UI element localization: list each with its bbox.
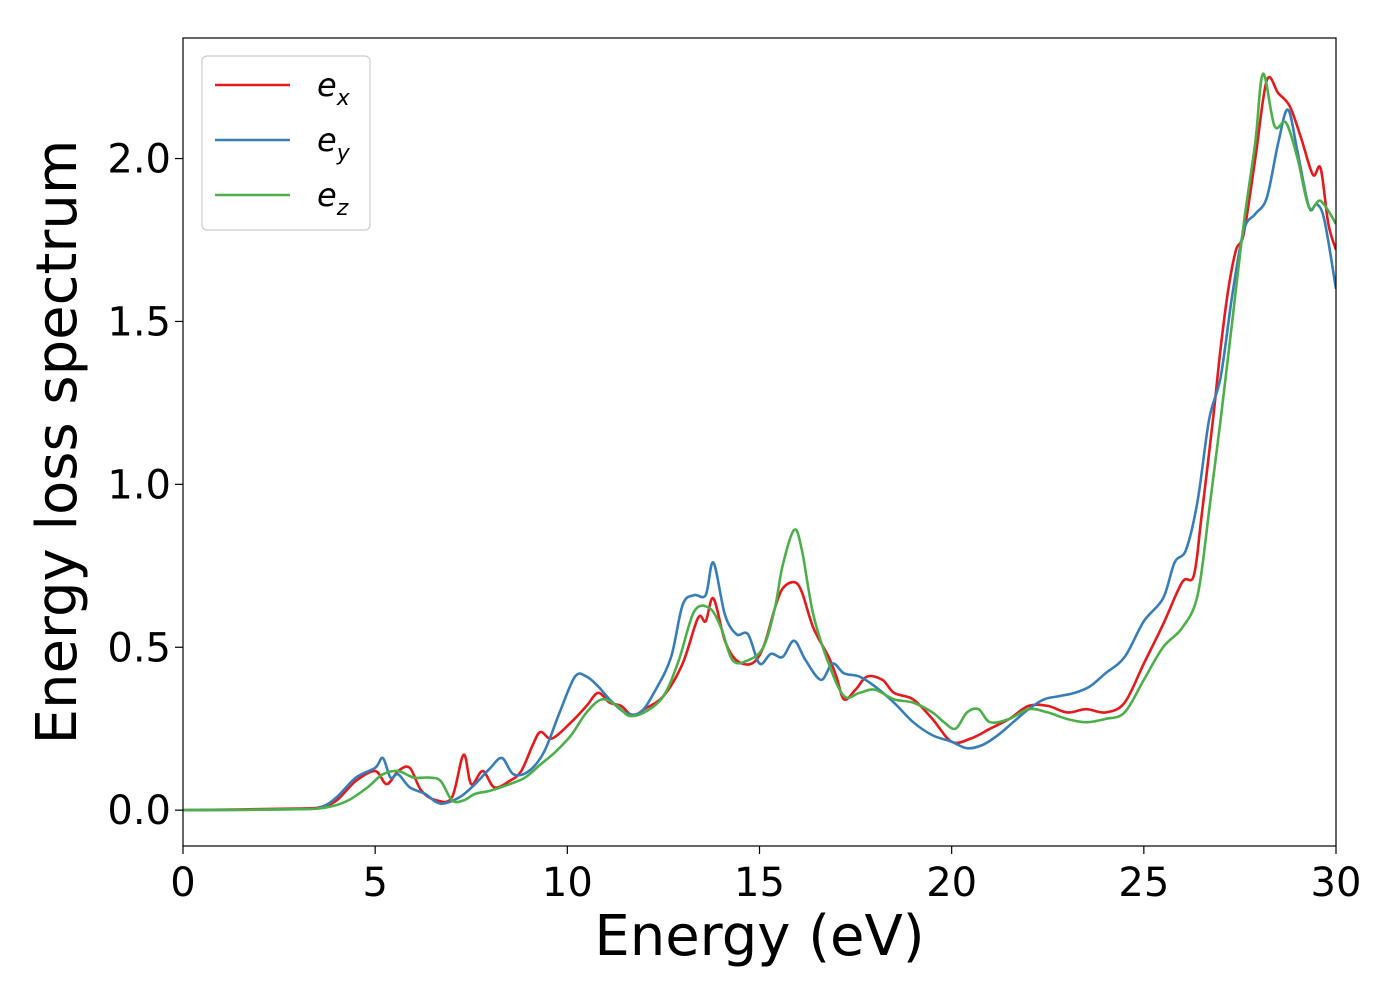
x-tick-label: 30 — [1311, 860, 1362, 906]
plot-area — [183, 38, 1336, 846]
x-tick-label: 15 — [734, 860, 785, 906]
y-tick-label: 1.0 — [107, 462, 171, 508]
x-axis-title: Energy (eV) — [594, 904, 924, 969]
x-tick-label: 20 — [926, 860, 977, 906]
y-tick-label: 0.0 — [107, 788, 171, 834]
series-line-x — [183, 75, 1336, 812]
legend-frame — [201, 55, 371, 231]
x-axis-ticks: 0 5 10 15 20 25 30 — [170, 846, 1361, 906]
x-tick-label: 25 — [1118, 860, 1169, 906]
y-axis-ticks: 0.0 0.5 1.0 1.5 2.0 — [107, 137, 183, 834]
y-tick-label: 1.5 — [107, 299, 171, 345]
series-line-z — [183, 72, 1336, 812]
series-layer — [183, 72, 1336, 812]
x-tick-label: 10 — [542, 860, 593, 906]
y-axis-title: Energy loss spectrum — [25, 140, 90, 745]
series-line-y — [183, 108, 1336, 812]
x-tick-label: 5 — [362, 860, 387, 906]
y-tick-label: 0.5 — [107, 625, 171, 671]
x-tick-label: 0 — [170, 860, 195, 906]
y-tick-label: 2.0 — [107, 137, 171, 183]
